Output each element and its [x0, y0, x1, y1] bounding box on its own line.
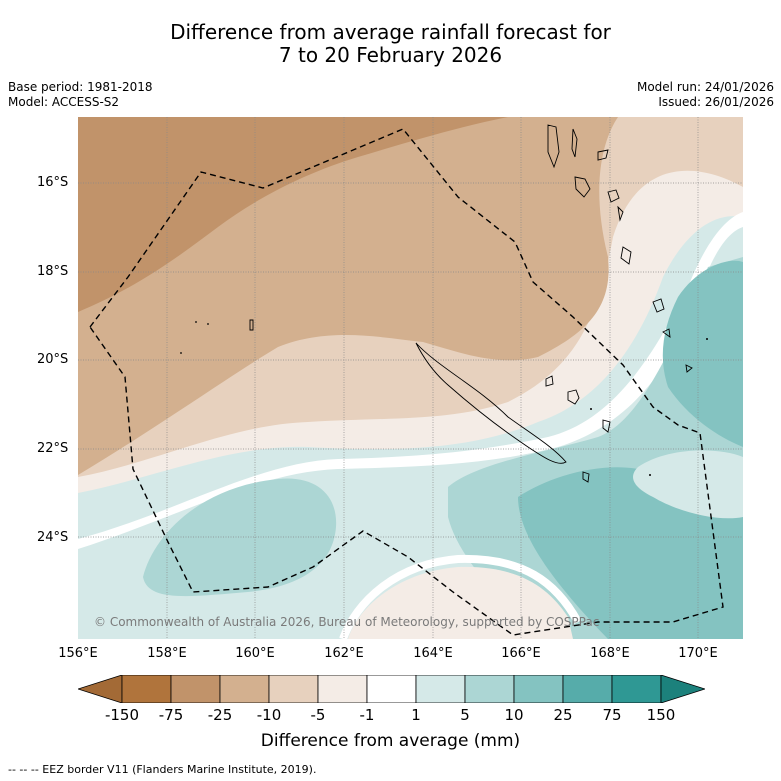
contour-wet-light-patch: [633, 450, 743, 519]
colorbar-title: Difference from average (mm): [260, 731, 521, 751]
colorbar-segment: [317, 674, 368, 704]
colorbar-tick-label: 5: [460, 706, 470, 724]
model-run: Model run: 24/01/2026: [636, 80, 774, 94]
contour-white-south-ring: [339, 554, 582, 639]
colorbar-extend-high: [660, 674, 707, 704]
lon-label-158e: 158°E: [147, 646, 187, 661]
reef-dots: [180, 321, 708, 476]
contour-dry-strong: [78, 117, 508, 312]
colorbar-tick-label: -150: [104, 706, 140, 724]
contour-dry-south-patch: [348, 566, 573, 639]
lat-label-24s: 24°S: [37, 530, 69, 545]
colorbar-segment: [562, 674, 613, 704]
colorbar-tick-label: 75: [602, 706, 622, 724]
colorbar: [76, 674, 707, 704]
colorbar-tick-label: 150: [646, 706, 676, 724]
colorbar-segment: [170, 674, 221, 704]
base-period: Base period: 1981-2018: [8, 80, 153, 94]
eez-border: [89, 128, 724, 636]
colorbar-tick-label: -1: [359, 706, 375, 724]
chart-title-line1: Difference from average rainfall forecas…: [170, 20, 611, 44]
lat-label-18s: 18°S: [37, 264, 69, 279]
colorbar-tick-label: -10: [256, 706, 282, 724]
lon-label-156e: 156°E: [58, 646, 98, 661]
colorbar-svg: [76, 674, 707, 704]
colorbar-segment: [219, 674, 270, 704]
new-caledonia-island: [415, 342, 567, 464]
lat-label-16s: 16°S: [37, 175, 69, 190]
colorbar-segment: [611, 674, 662, 704]
small-islands-east: [582, 298, 693, 483]
lat-label-20s: 20°S: [37, 352, 69, 367]
lon-label-166e: 166°E: [501, 646, 541, 661]
vanuatu-islands: [547, 124, 632, 265]
colorbar-extend-low: [76, 674, 123, 704]
lon-label-164e: 164°E: [413, 646, 453, 661]
model-name: Model: ACCESS-S2: [8, 95, 120, 109]
issued-date: Issued: 26/01/2026: [658, 95, 774, 109]
eez-legend: -- -- -- EEZ border V11 (Flanders Marine…: [8, 763, 317, 776]
gridlines: [78, 117, 743, 639]
colorbar-segment: [268, 674, 319, 704]
metadata-left: Base period: 1981-2018 Model: ACCESS-S2: [8, 80, 153, 110]
colorbar-tick-label: -5: [310, 706, 326, 724]
lon-label-162e: 162°E: [324, 646, 364, 661]
colorbar-segment: [415, 674, 466, 704]
chart-title-line2: 7 to 20 February 2026: [278, 43, 503, 67]
contour-wet-strong-northeast: [662, 260, 743, 447]
small-islands-west: [249, 319, 254, 331]
lat-label-22s: 22°S: [37, 441, 69, 456]
colorbar-segment: [464, 674, 515, 704]
metadata-right: Model run: 24/01/2026 Issued: 26/01/2026: [637, 80, 774, 110]
loyalty-islands: [545, 375, 611, 433]
map-canvas: [78, 117, 743, 639]
colorbar-segment: [513, 674, 564, 704]
lon-label-160e: 160°E: [235, 646, 275, 661]
colorbar-tick-label: 1: [411, 706, 421, 724]
coastlines: [249, 124, 693, 483]
colorbar-tick-label: 10: [504, 706, 524, 724]
contour-wet-medium-west: [143, 478, 337, 597]
colorbar-tick-label: -25: [207, 706, 233, 724]
rainfall-map: © Commonwealth of Australia 2026, Bureau…: [78, 117, 743, 639]
colorbar-tick-label: -75: [158, 706, 184, 724]
colorbar-segment: [121, 674, 172, 704]
colorbar-segment: [366, 674, 417, 704]
lon-label-168e: 168°E: [590, 646, 630, 661]
colorbar-tick-label: 25: [553, 706, 573, 724]
copyright-note: © Commonwealth of Australia 2026, Bureau…: [94, 615, 600, 629]
lon-label-170e: 170°E: [678, 646, 718, 661]
